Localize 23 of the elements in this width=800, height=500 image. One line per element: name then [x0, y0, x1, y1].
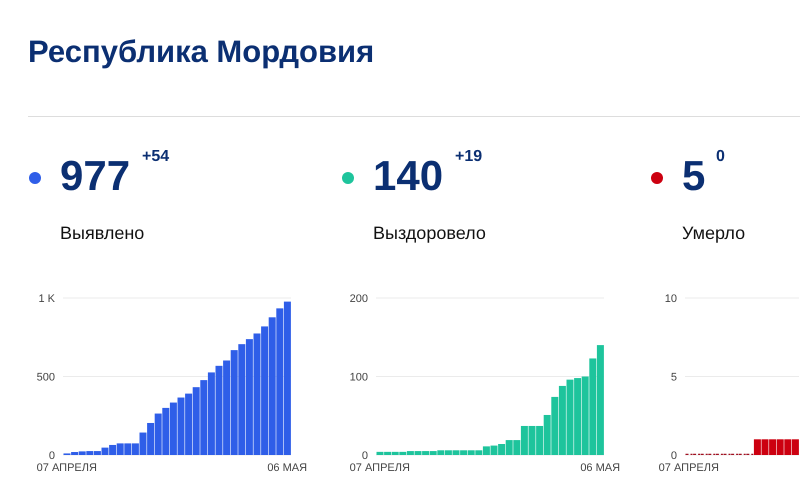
x-tick-label: 06 МАЯ — [580, 462, 620, 474]
y-tick-label: 5 — [670, 371, 677, 384]
text: 0 — [716, 148, 725, 166]
x-tick-label: 06 МАЯ — [267, 462, 308, 474]
x-tick-label: 07 АПРЕЛЯ — [36, 462, 97, 474]
text: 140 — [373, 152, 444, 200]
y-tick-label: 100 — [350, 371, 368, 384]
y-tick-label: 0 — [670, 450, 677, 462]
y-tick-label: 500 — [36, 371, 55, 384]
x-tick-label: 07 АПРЕЛЯ — [350, 462, 410, 474]
chart-title: Выявлено — [60, 223, 144, 244]
chart-title: Умерло — [682, 223, 746, 244]
y-tick-label: 10 — [664, 292, 677, 305]
text: 977 — [60, 152, 130, 200]
y-tick-label: 0 — [362, 450, 368, 462]
y-tick-label: 200 — [350, 292, 368, 305]
chart-title: Выздоровело — [373, 223, 486, 244]
text: Республика Мордовия — [28, 34, 374, 70]
x-tick-label: 07 АПРЕЛЯ — [658, 462, 719, 474]
y-tick-label: 1 K — [38, 292, 56, 305]
text: +19 — [455, 148, 482, 166]
y-tick-label: 0 — [48, 450, 55, 462]
text: +54 — [142, 148, 170, 166]
